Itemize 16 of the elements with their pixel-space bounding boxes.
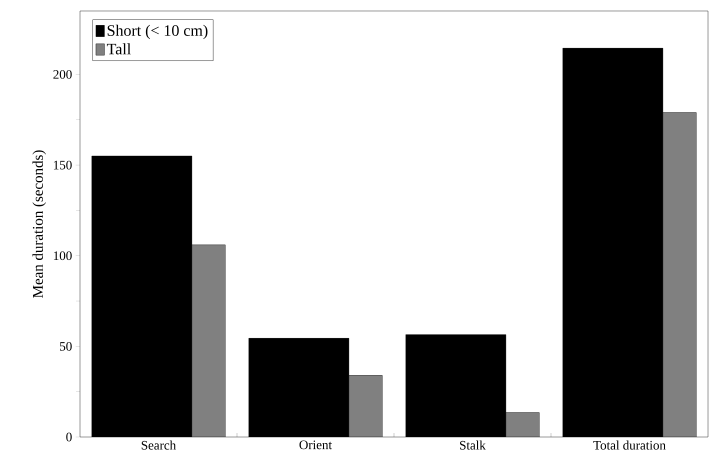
bar bbox=[348, 375, 382, 437]
y-axis-title: Mean duration (seconds) bbox=[32, 150, 46, 298]
x-tick-label: Search bbox=[142, 440, 176, 450]
legend-label: Tall bbox=[106, 43, 131, 54]
x-tick-label: Total duration bbox=[593, 440, 666, 450]
bar bbox=[662, 112, 696, 437]
bar bbox=[192, 244, 226, 437]
legend-label: Short (< 10 cm) bbox=[108, 24, 208, 40]
bar bbox=[506, 412, 540, 437]
y-tick-label: 200 bbox=[53, 70, 72, 79]
y-tick-label: 0 bbox=[66, 432, 72, 442]
x-tick-label: Stalk bbox=[460, 440, 486, 450]
y-tick-label: 150 bbox=[54, 160, 72, 170]
y-tick-label: 100 bbox=[54, 251, 72, 260]
y-tick-label: 50 bbox=[60, 342, 72, 351]
x-tick-label: Orient bbox=[299, 440, 332, 450]
